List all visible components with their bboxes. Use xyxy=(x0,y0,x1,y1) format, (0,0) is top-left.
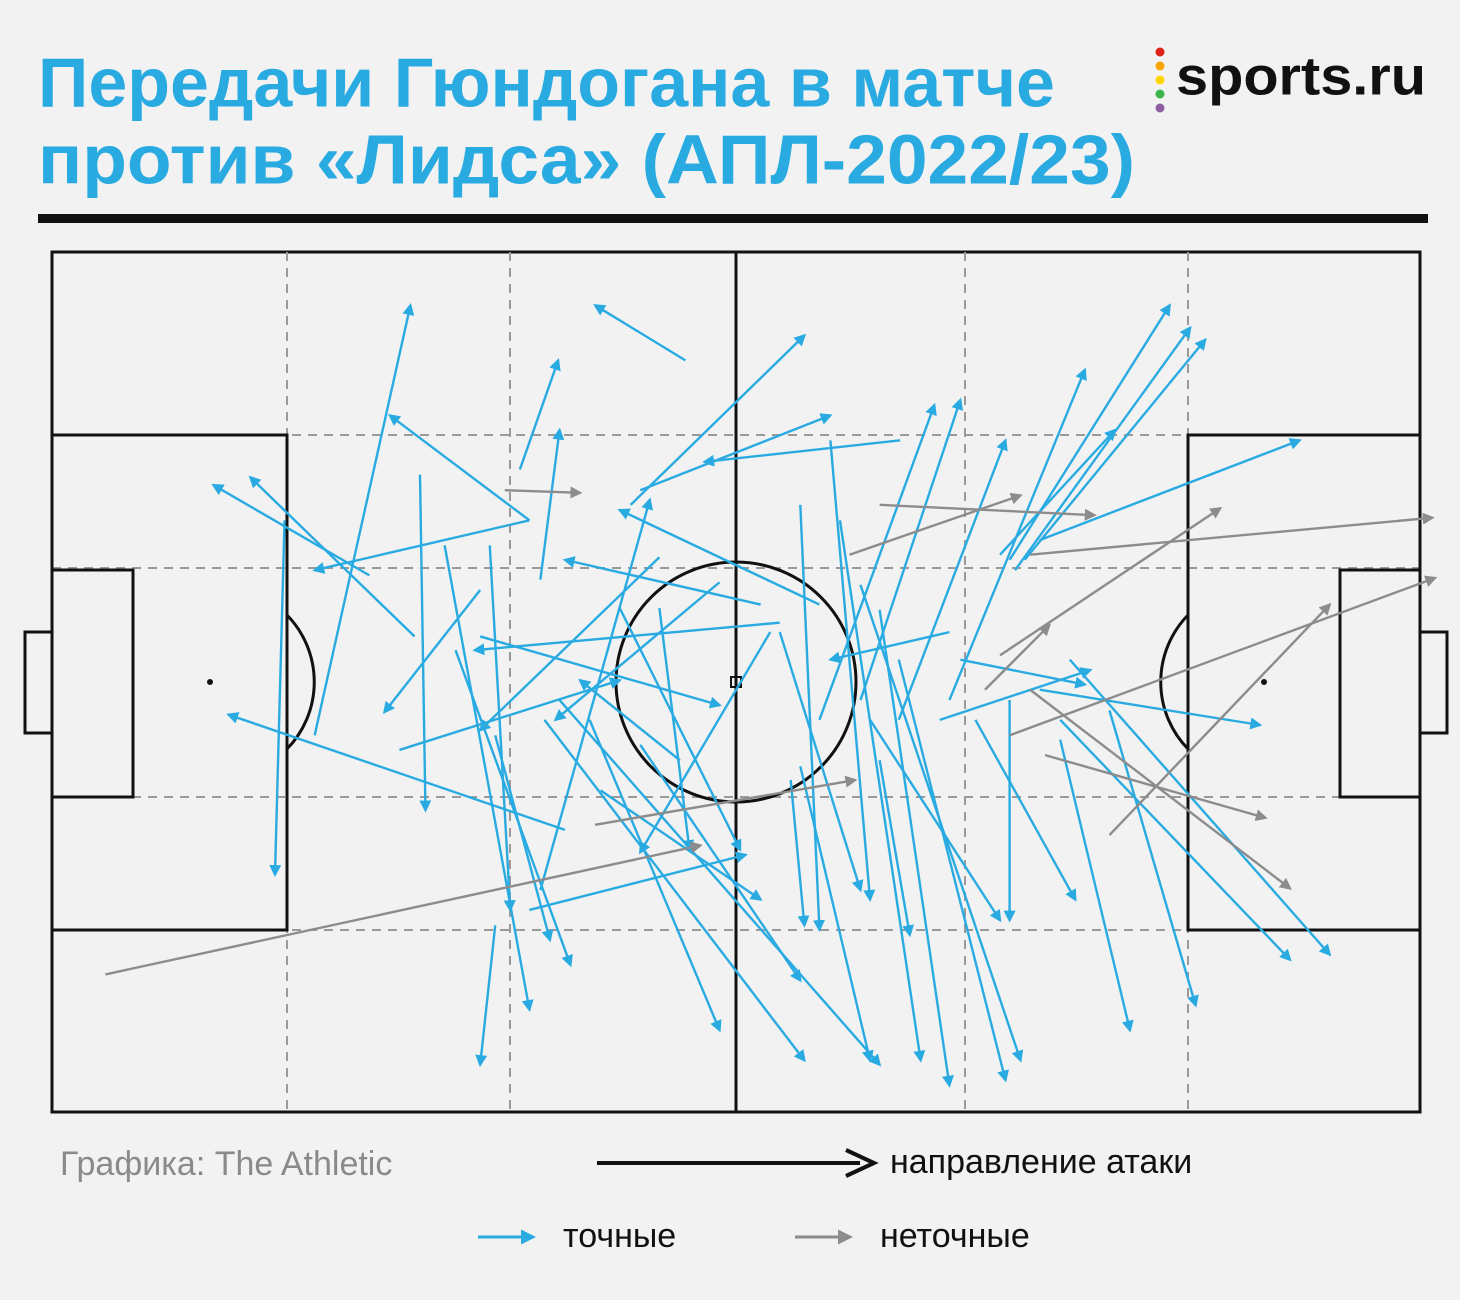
pass-arrow xyxy=(562,556,761,606)
pass-arrow xyxy=(399,677,623,752)
pass-arrow xyxy=(778,631,864,893)
passes xyxy=(105,302,1438,1088)
pass-arrow xyxy=(443,545,534,1013)
pass-arrow xyxy=(869,719,1002,923)
pass-arrow xyxy=(454,649,573,968)
pass-arrow xyxy=(248,475,416,638)
pass-arrow xyxy=(488,545,516,913)
pass-arrow xyxy=(479,635,722,709)
pass-arrow xyxy=(639,744,802,983)
pass-arrow xyxy=(878,760,915,938)
pass-arrow xyxy=(494,735,554,943)
pass-arrow xyxy=(639,413,833,492)
pass-arrow xyxy=(382,589,482,714)
pass-arrow xyxy=(539,497,654,891)
pass-arrow xyxy=(226,712,566,832)
pass-arrow xyxy=(1023,337,1207,561)
pass-arrow xyxy=(999,428,1117,556)
pass-arrow xyxy=(387,413,531,522)
title-line: против «Лидса» (АПЛ-2022/23) xyxy=(38,120,1135,198)
pass-arrow xyxy=(558,699,882,1067)
source: Графика: The Athletic xyxy=(60,1145,392,1183)
pass-arrow xyxy=(639,631,772,855)
pass-arrow xyxy=(269,520,286,878)
pass-arrow xyxy=(960,658,1088,689)
pass-arrow xyxy=(588,719,722,1033)
title-line: Передачи Гюндогана в матче xyxy=(38,43,1055,121)
pass-arrow xyxy=(629,333,807,506)
pass-arrow xyxy=(878,609,954,1088)
pass-arrow xyxy=(1059,719,1292,962)
pass-arrow xyxy=(418,474,432,813)
pass-arrow xyxy=(1039,688,1263,730)
pass-arrow xyxy=(1108,710,1199,1008)
pass-arrow xyxy=(475,925,497,1068)
direction-label: направление атаки xyxy=(890,1143,1192,1181)
pass-arrow xyxy=(838,520,926,1063)
direction-arrow-head xyxy=(845,1148,879,1178)
pass-arrow xyxy=(984,623,1051,691)
pass-arrow xyxy=(599,789,763,901)
pass-arrow xyxy=(818,402,937,721)
pass-arrow xyxy=(578,678,681,762)
header-rule xyxy=(38,214,1428,223)
legend-label: точные xyxy=(563,1217,676,1255)
legend: точные неточные xyxy=(478,1217,1030,1255)
logo: sports.ru xyxy=(1176,46,1426,106)
pass-arrow xyxy=(879,503,1097,521)
pass-arrow xyxy=(999,506,1223,657)
pass-arrow xyxy=(1039,438,1302,542)
pass-arrow xyxy=(618,607,742,852)
pass-arrow xyxy=(1014,325,1192,571)
pass-arrow xyxy=(543,719,806,1063)
pass-arrow xyxy=(1030,512,1435,556)
pass-arrow xyxy=(553,581,721,722)
pass-arrow xyxy=(478,556,661,732)
pass-arrow xyxy=(105,841,703,976)
pass-arrow xyxy=(799,766,874,1063)
pass-arrow xyxy=(828,630,950,664)
pass-arrow xyxy=(897,659,1009,1083)
pass-arrow xyxy=(211,483,370,577)
pass-arrow xyxy=(974,719,1077,902)
pitch xyxy=(23,250,1449,1114)
pass-arrow xyxy=(313,302,415,736)
logo-dots xyxy=(1155,47,1165,113)
pass-arrow xyxy=(617,508,820,606)
pass-arrow xyxy=(472,621,780,656)
pass-arrow xyxy=(829,440,876,902)
pass-arrow xyxy=(1044,753,1268,822)
pass-arrow xyxy=(702,439,901,467)
pass-arrow xyxy=(1108,602,1332,836)
pass-arrow xyxy=(799,504,826,933)
pass-arrow xyxy=(504,486,583,499)
pass-arrow xyxy=(789,779,810,928)
legend-label: неточные xyxy=(880,1217,1030,1255)
pass-arrow xyxy=(939,667,1093,721)
pass-arrow xyxy=(897,438,1008,721)
pass-arrow xyxy=(518,358,561,470)
pass-arrow xyxy=(1009,575,1438,737)
pass-arrow xyxy=(1008,303,1171,561)
pass-arrow xyxy=(1059,739,1134,1033)
pass-arrow xyxy=(529,851,748,912)
pass-arrow xyxy=(594,775,858,826)
pass-arrow xyxy=(1068,658,1332,957)
pass-arrow xyxy=(849,492,1023,556)
pass-arrow xyxy=(539,427,565,580)
pass-arrow xyxy=(593,304,687,362)
